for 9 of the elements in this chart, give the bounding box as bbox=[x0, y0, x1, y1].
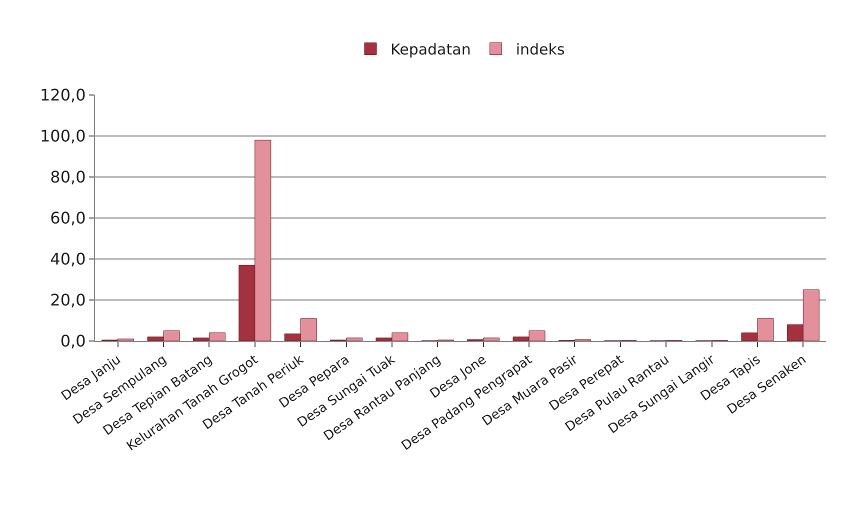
y-tick-label: 100,0 bbox=[40, 126, 86, 146]
y-tick-label: 40,0 bbox=[50, 250, 86, 269]
y-tick-label: 60,0 bbox=[50, 208, 86, 228]
legend-label: Kepadatan bbox=[390, 40, 471, 59]
legend-label: indeks bbox=[516, 40, 565, 59]
y-tick-label: 80,0 bbox=[50, 168, 86, 187]
y-tick-label: 0,0 bbox=[60, 332, 86, 351]
y-tick-label: 20,0 bbox=[50, 290, 86, 310]
y-tick-label: 120,0 bbox=[40, 86, 86, 105]
